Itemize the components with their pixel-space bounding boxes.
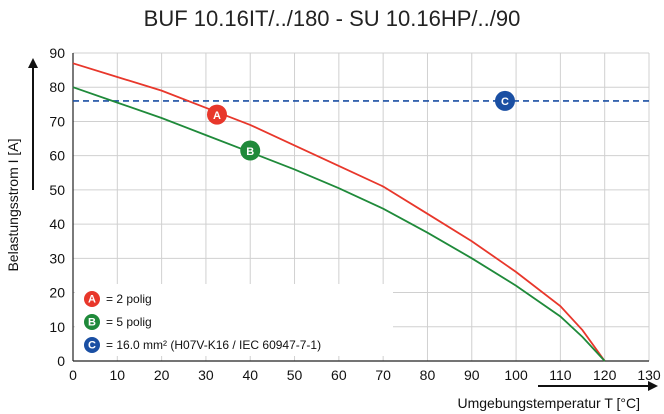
tick-labels: 0 10 20 30 40 50 60 70 80 90 100 110 120 130 0 10 20 30 40… (49, 45, 660, 383)
x-tick-label: 40 (242, 367, 258, 383)
chart-title: BUF 10.16IT/../180 - SU 10.16HP/../90 (143, 6, 521, 31)
legend-marker-a-circle (84, 291, 100, 307)
x-axis-arrow-icon (648, 381, 658, 391)
y-tick-label: 80 (49, 79, 65, 95)
legend-marker-b-letter: B (88, 317, 96, 329)
legend: A = 2 polig B = 5 polig C = 16.0 mm² (H07V-K1… (75, 284, 393, 356)
marker-a-letter: A (213, 110, 221, 122)
legend-label-a: = 2 polig (106, 292, 152, 306)
x-tick-label: 120 (593, 367, 617, 383)
legend-background (75, 284, 393, 356)
x-axis-label: Umgebungstemperatur T [°C] (458, 395, 641, 411)
y-tick-label: 20 (49, 285, 65, 301)
x-tick-label: 30 (198, 367, 214, 383)
series-markers: A B C (207, 90, 515, 161)
y-axis-label: Belastungsstrom I [A] (5, 138, 21, 271)
x-tick-label: 50 (287, 367, 303, 383)
x-tick-label: 90 (464, 367, 480, 383)
x-tick-label: 0 (69, 367, 77, 383)
marker-b-letter: B (246, 146, 254, 158)
x-tick-label: 110 (549, 367, 572, 383)
x-tick-label: 70 (375, 367, 391, 383)
series-line-a (72, 62, 606, 362)
legend-marker-b-circle (84, 314, 100, 330)
marker-b-circle (240, 140, 261, 161)
x-tick-label: 10 (110, 367, 126, 383)
x-tick-label: 100 (504, 367, 528, 383)
x-tick-label: 20 (154, 367, 170, 383)
x-tick-label: 80 (420, 367, 436, 383)
y-tick-label: 70 (49, 113, 65, 129)
y-tick-label: 90 (49, 45, 65, 61)
y-tick-label: 40 (49, 216, 65, 232)
series-lines (72, 62, 649, 362)
y-tick-label: 10 (49, 319, 65, 335)
axes (28, 53, 658, 391)
marker-a-circle (207, 104, 227, 125)
y-tick-label: 0 (57, 353, 65, 369)
y-tick-label: 60 (49, 148, 65, 164)
legend-label-c: = 16.0 mm² (H07V-K16 / IEC 60947-7-1) (106, 338, 321, 352)
marker-c-circle (495, 90, 515, 111)
y-tick-label: 50 (49, 182, 65, 198)
y-axis-arrow-icon (28, 58, 38, 68)
x-tick-label: 60 (331, 367, 347, 383)
legend-label-b: = 5 polig (106, 315, 152, 329)
legend-marker-c-letter: C (88, 340, 96, 352)
marker-c-letter: C (501, 96, 509, 108)
legend-marker-a-letter: A (88, 294, 96, 306)
y-tick-label: 30 (49, 250, 65, 266)
series-line-b (72, 86, 606, 362)
x-tick-label: 130 (637, 367, 661, 383)
legend-marker-c-circle (84, 337, 100, 353)
